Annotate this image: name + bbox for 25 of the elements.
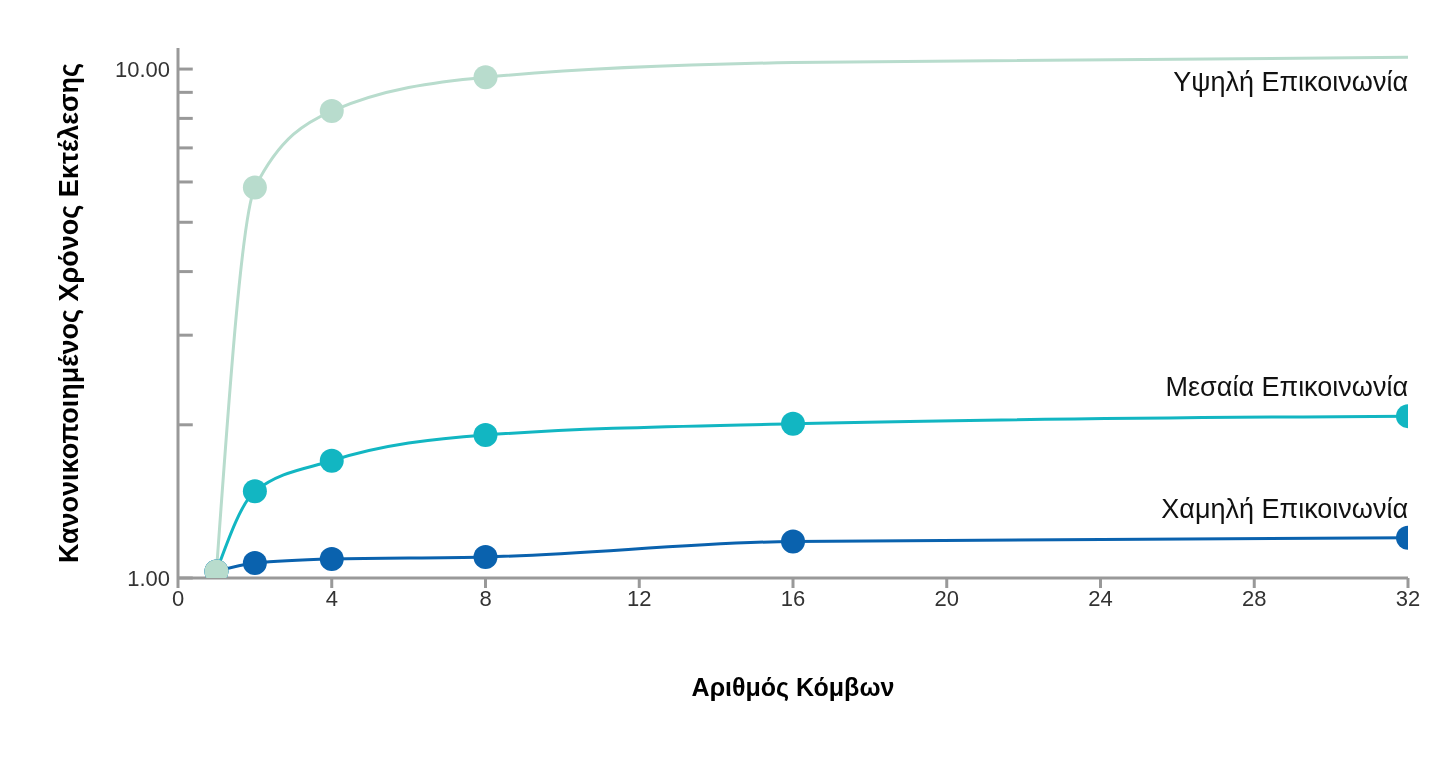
point: [242, 175, 267, 200]
x-tick-label: 16: [780, 585, 806, 611]
series-label: Χαμηλή Επικοινωνία: [1161, 493, 1408, 524]
y-tick-label: 10.00: [114, 56, 170, 82]
y-axis-title: Κανονικοποιημένος Χρόνος Εκτέλεσης: [53, 63, 84, 563]
x-axis-title: Αριθμός Κόμβων: [691, 672, 895, 702]
point: [473, 65, 498, 90]
x-tick-label: 12: [627, 585, 652, 611]
point: [473, 544, 498, 569]
point: [473, 422, 498, 447]
point: [319, 448, 344, 473]
x-tick-label: 0: [171, 585, 185, 611]
series-label: Υψηλή Επικοινωνία: [1173, 67, 1408, 98]
x-tick-label: 24: [1088, 585, 1113, 611]
x-tick-label: 28: [1242, 585, 1267, 611]
point: [242, 479, 267, 504]
x-tick-label: 4: [325, 585, 338, 611]
point: [319, 99, 344, 124]
series-label: Μεσαία Επικοινωνία: [1165, 372, 1408, 403]
point: [242, 551, 267, 576]
y-tick-label: 1.00: [127, 565, 170, 591]
x-tick-label: 20: [934, 585, 959, 611]
x-tick-label: 32: [1395, 585, 1421, 611]
point: [319, 546, 344, 571]
x-tick-label: 8: [479, 585, 492, 611]
